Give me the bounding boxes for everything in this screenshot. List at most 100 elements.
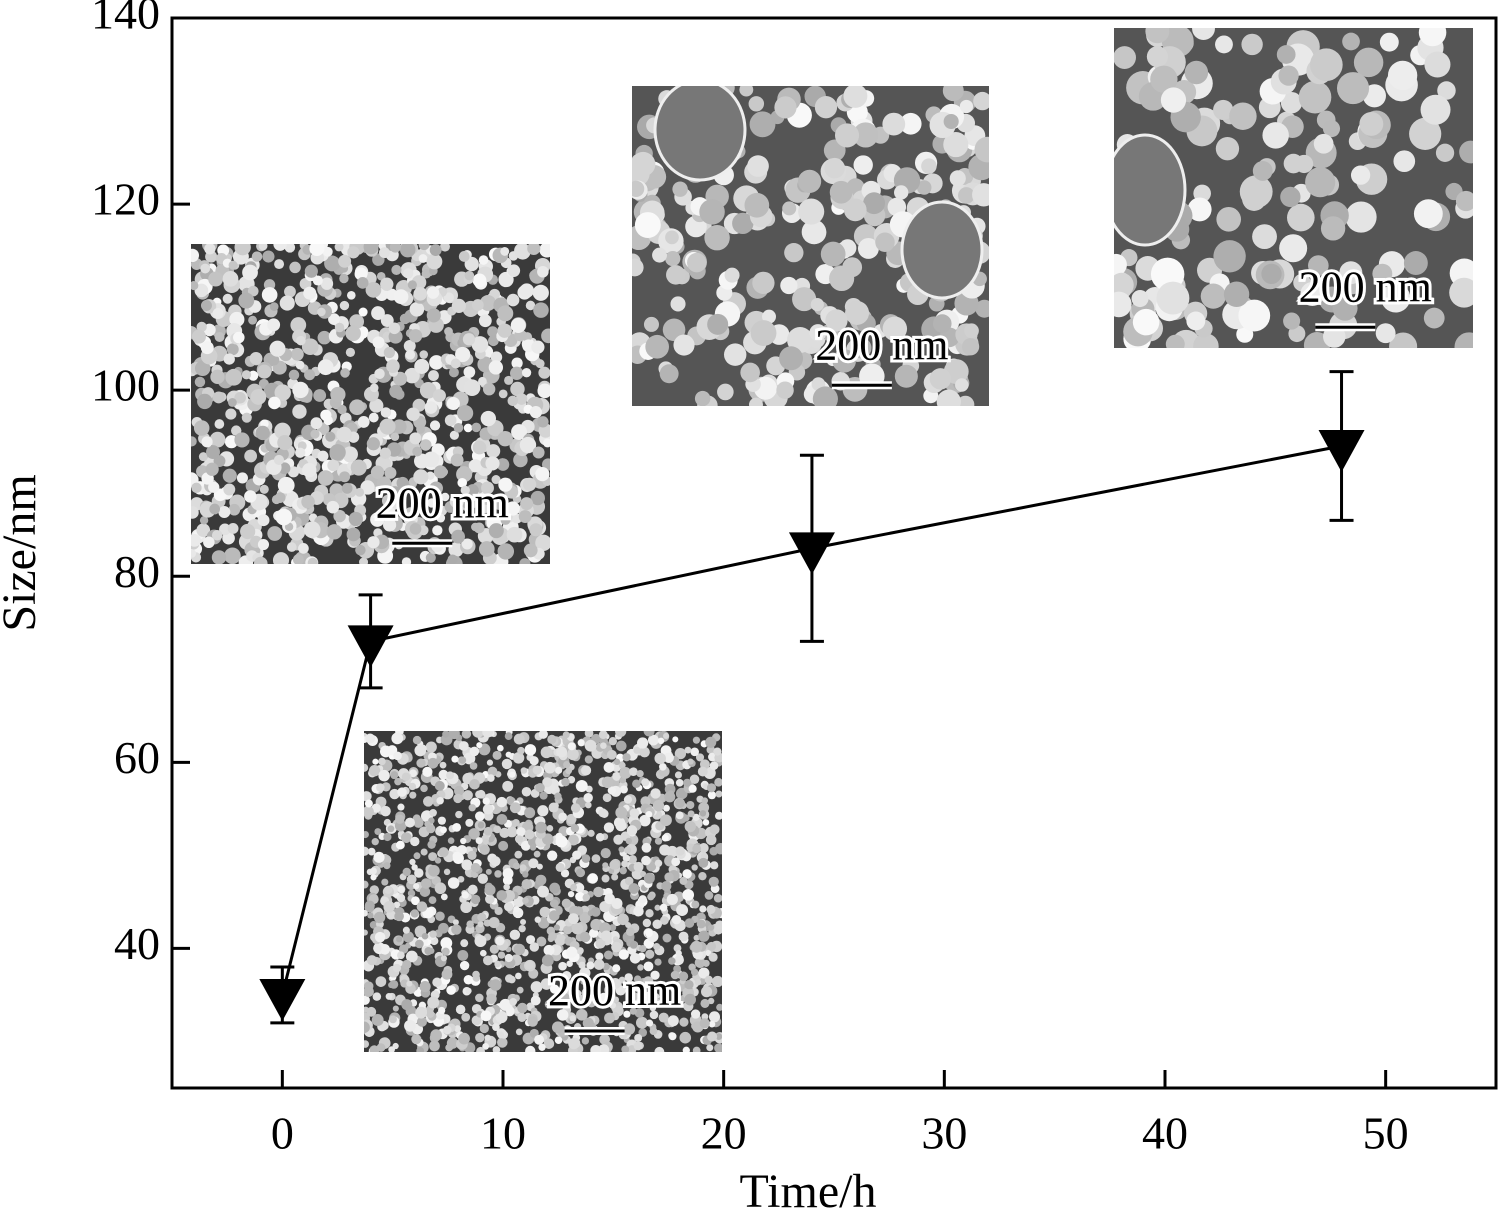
particle	[612, 964, 621, 973]
particle	[196, 321, 207, 332]
particle	[438, 847, 449, 858]
particle	[234, 432, 250, 448]
particle	[1276, 45, 1296, 64]
particle	[595, 833, 605, 842]
particle	[268, 354, 280, 366]
particle	[322, 246, 333, 257]
particle	[782, 201, 797, 216]
particle	[702, 959, 710, 967]
particle	[253, 556, 268, 564]
particle	[468, 459, 483, 473]
particle	[662, 933, 672, 943]
particle	[404, 367, 420, 384]
particle	[292, 554, 304, 564]
particle	[558, 961, 567, 971]
particle	[611, 763, 621, 773]
particle	[678, 931, 689, 942]
particle	[641, 855, 651, 866]
particle	[426, 253, 443, 270]
particle	[386, 359, 400, 373]
particle	[506, 526, 523, 543]
particle	[406, 874, 417, 885]
particle	[208, 271, 224, 287]
particle	[492, 750, 502, 760]
particle	[200, 341, 214, 355]
particle	[425, 1009, 435, 1018]
particle	[444, 414, 457, 427]
particle	[562, 731, 570, 739]
particle	[427, 996, 440, 1009]
particle	[555, 766, 563, 774]
scale-label: 200 nm	[548, 966, 681, 1015]
particle	[487, 774, 495, 782]
particle	[440, 826, 447, 834]
particle	[562, 971, 572, 981]
particle	[629, 767, 638, 777]
particle	[1454, 332, 1473, 348]
particle	[643, 872, 655, 884]
particle	[964, 323, 979, 339]
particle	[554, 792, 562, 800]
particle	[752, 271, 775, 294]
particle	[632, 779, 641, 788]
particle	[956, 395, 975, 406]
particle	[494, 906, 503, 916]
particle	[257, 514, 270, 527]
particle	[540, 978, 553, 990]
particle	[383, 832, 392, 842]
particle	[682, 869, 692, 879]
particle	[543, 1038, 555, 1049]
particle	[495, 1011, 508, 1024]
particle	[558, 812, 568, 822]
particle	[537, 383, 550, 399]
particle	[845, 300, 870, 325]
particle	[238, 292, 255, 309]
particle	[496, 813, 508, 825]
particle	[364, 799, 373, 808]
particle	[426, 286, 440, 299]
particle	[224, 547, 241, 564]
particle	[460, 485, 470, 495]
particle	[578, 961, 586, 969]
particle	[959, 99, 974, 114]
particle	[568, 1038, 580, 1050]
particle	[740, 362, 760, 383]
particle	[462, 333, 476, 346]
particle	[679, 876, 688, 885]
particle	[1310, 48, 1343, 82]
particle	[430, 1029, 442, 1041]
particle	[809, 324, 827, 342]
particle	[647, 734, 659, 746]
particle	[337, 404, 347, 415]
particle	[488, 335, 499, 347]
particle	[355, 487, 365, 497]
particle	[355, 544, 366, 556]
particle	[535, 359, 545, 369]
particle	[409, 432, 422, 445]
particle	[479, 949, 487, 957]
particle	[973, 91, 989, 111]
particle	[674, 771, 682, 779]
particle	[708, 752, 717, 762]
particle	[290, 317, 307, 333]
particle	[674, 747, 687, 760]
particle	[401, 832, 412, 843]
particle	[372, 336, 385, 349]
particle	[423, 451, 440, 468]
particle	[289, 261, 301, 274]
particle	[709, 824, 720, 835]
particle	[277, 435, 293, 451]
particle	[292, 404, 307, 419]
particle	[241, 370, 252, 380]
particle	[340, 368, 350, 378]
particle	[548, 931, 557, 941]
particle	[568, 913, 579, 925]
particle	[459, 960, 470, 971]
particle	[570, 823, 580, 833]
particle	[371, 306, 385, 320]
particle	[575, 780, 588, 792]
particle	[483, 826, 493, 836]
particle	[634, 1034, 643, 1043]
particle	[975, 299, 989, 318]
particle	[278, 462, 291, 475]
